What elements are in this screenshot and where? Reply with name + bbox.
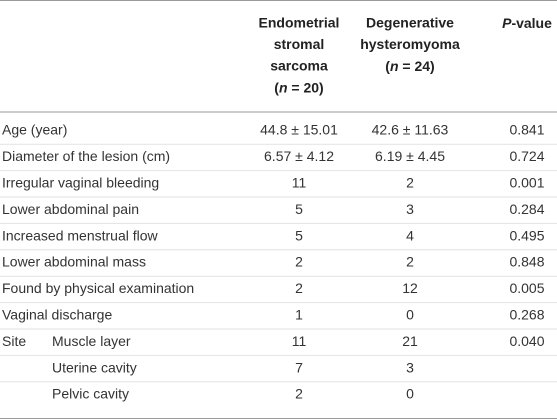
column-header: Endometrial xyxy=(259,15,340,31)
row-label: Diameter of the lesion (cm) xyxy=(2,148,170,164)
column-header: stromal xyxy=(274,36,325,52)
cell: 2 xyxy=(406,175,414,191)
cell: 2 xyxy=(295,386,303,402)
row-label: Found by physical examination xyxy=(2,280,194,296)
cell: 4 xyxy=(406,227,414,243)
cell: 12 xyxy=(402,280,418,296)
row-label: Lower abdominal mass xyxy=(2,254,146,270)
cell: 0.005 xyxy=(509,280,544,296)
cell: 42.6 ± 11.63 xyxy=(372,122,449,138)
row-label: Site xyxy=(2,333,26,349)
cell: 1 xyxy=(295,307,303,323)
cell: 2 xyxy=(295,280,303,296)
cell: 3 xyxy=(406,201,414,217)
header-part: P xyxy=(502,15,512,31)
header-part: n xyxy=(279,79,288,95)
cell: 0.001 xyxy=(509,175,544,191)
header-part: ( xyxy=(385,58,390,74)
row-label: Vaginal discharge xyxy=(2,307,112,323)
cell: 3 xyxy=(406,359,414,375)
row-sublabel: Muscle layer xyxy=(52,333,131,349)
cell: 2 xyxy=(295,254,303,270)
row-label: Increased menstrual flow xyxy=(2,227,159,243)
cell: 0.841 xyxy=(509,122,544,138)
row-label: Irregular vaginal bleeding xyxy=(2,175,159,191)
cell: 6.57 ± 4.12 xyxy=(264,148,334,164)
header-part: = 24) xyxy=(399,58,435,74)
cell: 5 xyxy=(295,201,303,217)
column-header: hysteromyoma xyxy=(360,36,460,52)
cell: 0.040 xyxy=(509,333,544,349)
header-part: ( xyxy=(274,79,279,95)
cell: 0 xyxy=(406,386,414,402)
column-header: P-value xyxy=(502,15,552,31)
cell: 6.19 ± 4.45 xyxy=(375,148,445,164)
column-header: (n = 20) xyxy=(274,79,323,95)
column-header: sarcoma xyxy=(270,58,328,74)
cell: 0.848 xyxy=(509,254,544,270)
cell: 7 xyxy=(295,359,303,375)
cell: 44.8 ± 15.01 xyxy=(260,122,338,138)
column-header: (n = 24) xyxy=(385,58,434,74)
row-sublabel: Uterine cavity xyxy=(52,359,137,375)
cell: 0.284 xyxy=(509,201,544,217)
header-part: = 20) xyxy=(288,79,324,95)
row-sublabel: Pelvic cavity xyxy=(52,386,129,402)
cell: 0 xyxy=(406,307,414,323)
cell: 21 xyxy=(402,333,418,349)
cell: 11 xyxy=(292,333,307,349)
cell: 0.268 xyxy=(509,307,544,323)
row-label: Lower abdominal pain xyxy=(2,201,139,217)
header-part: -value xyxy=(511,15,552,31)
cell: 5 xyxy=(295,227,303,243)
header-part: n xyxy=(390,58,399,74)
cell: 2 xyxy=(406,254,414,270)
column-header: Degenerative xyxy=(366,15,454,31)
cell: 11 xyxy=(292,175,307,191)
cell: 0.495 xyxy=(509,227,544,243)
cell: 0.724 xyxy=(509,148,544,164)
row-label: Age (year) xyxy=(2,122,67,138)
